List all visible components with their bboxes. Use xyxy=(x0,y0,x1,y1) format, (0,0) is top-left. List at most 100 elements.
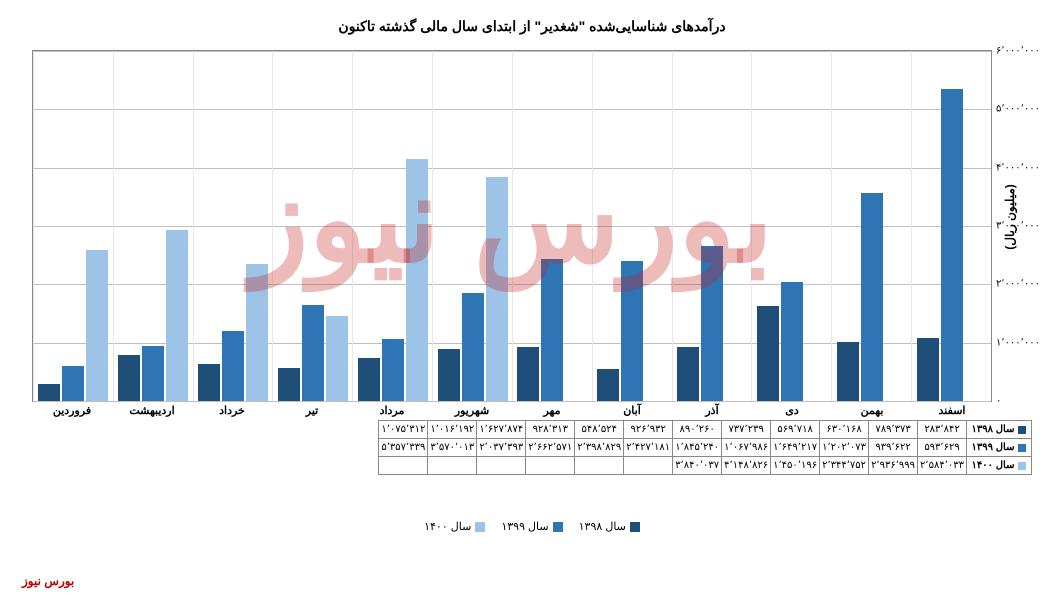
table-cell: ۳٬۸۴۰٬۰۳۷ xyxy=(673,457,722,475)
legend-item: سال ۱۳۹۸ xyxy=(579,520,640,533)
x-axis-label: اسفند xyxy=(912,400,992,421)
month-group xyxy=(113,51,193,401)
bar xyxy=(358,358,380,401)
bar xyxy=(917,338,939,401)
month-group xyxy=(352,51,432,401)
legend-label: سال ۱۳۹۸ xyxy=(579,520,626,533)
swatch-icon xyxy=(1018,444,1026,452)
month-group xyxy=(831,51,911,401)
table-cell: ۸۹۰٬۲۶۰ xyxy=(673,421,722,439)
y-tick-label: ۰ xyxy=(996,396,1046,407)
series-name: سال ۱۳۹۹ xyxy=(972,442,1015,453)
legend-swatch-icon xyxy=(553,522,563,532)
y-axis-label: (میلیون ریال) xyxy=(1002,184,1016,250)
swatch-icon xyxy=(1018,426,1026,434)
bar xyxy=(941,89,963,402)
legend-swatch-icon xyxy=(630,522,640,532)
row-header: سال ۱۴۰۰ xyxy=(967,457,1032,475)
x-axis-label: دی xyxy=(752,400,832,421)
table-cell xyxy=(526,457,575,475)
footer-brand: بورس نیوز xyxy=(22,574,74,588)
bar xyxy=(861,193,883,401)
bar xyxy=(757,306,779,401)
table-row: سال ۱۴۰۰۲٬۵۸۴٬۰۳۳۲٬۹۳۶٬۹۹۹۲٬۳۴۴٬۷۵۲۱٬۴۵۰… xyxy=(379,457,1032,475)
table-cell: ۹۲۶٬۹۳۲ xyxy=(624,421,673,439)
legend-label: سال ۱۴۰۰ xyxy=(424,520,471,533)
month-group xyxy=(751,51,831,401)
x-axis-label: خرداد xyxy=(192,400,272,421)
table-cell: ۱٬۰۱۶٬۱۹۲ xyxy=(428,421,477,439)
bar xyxy=(382,339,404,401)
month-group xyxy=(592,51,672,401)
month-group xyxy=(672,51,752,401)
y-tick-label: ۳٬۰۰۰٬۰۰۰ xyxy=(996,221,1046,232)
y-tick-label: ۱٬۰۰۰٬۰۰۰ xyxy=(996,337,1046,348)
table-cell: ۷۳۷٬۲۳۹ xyxy=(722,421,771,439)
x-axis-labels: فروردیناردیبهشتخردادتیرمردادشهریورمهرآبا… xyxy=(32,400,992,421)
month-group xyxy=(193,51,273,401)
table-cell: ۲٬۶۶۲٬۵۷۱ xyxy=(526,439,575,457)
table-cell: ۱٬۶۴۹٬۲۱۷ xyxy=(771,439,820,457)
table-cell xyxy=(477,457,526,475)
bar xyxy=(62,366,84,401)
table-cell: ۲٬۰۳۷٬۳۹۳ xyxy=(477,439,526,457)
month-group xyxy=(272,51,352,401)
bar xyxy=(278,368,300,401)
table-cell: ۹۲۸٬۳۱۳ xyxy=(526,421,575,439)
row-header: سال ۱۳۹۹ xyxy=(967,439,1032,457)
table-cell: ۵۶۹٬۷۱۸ xyxy=(771,421,820,439)
table-cell: ۲٬۳۹۸٬۸۲۹ xyxy=(575,439,624,457)
x-axis-label: اردیبهشت xyxy=(112,400,192,421)
table-cell xyxy=(428,457,477,475)
table-cell: ۱٬۴۵۰٬۱۹۶ xyxy=(771,457,820,475)
x-axis-label: فروردین xyxy=(32,400,112,421)
data-table: سال ۱۳۹۸۲۸۳٬۸۴۲۷۸۹٬۳۷۳۶۳۰٬۱۶۸۵۶۹٬۷۱۸۷۳۷٬… xyxy=(378,420,1032,475)
bar xyxy=(406,159,428,401)
table-cell: ۷۸۹٬۳۷۳ xyxy=(869,421,918,439)
bar xyxy=(438,349,460,401)
legend-label: سال ۱۳۹۹ xyxy=(501,520,548,533)
table-cell: ۳٬۵۷۰٬۰۱۳ xyxy=(428,439,477,457)
table-cell: ۹۳۹٬۶۲۲ xyxy=(869,439,918,457)
table-cell xyxy=(624,457,673,475)
table-cell: ۱٬۰۷۵٬۳۱۲ xyxy=(379,421,428,439)
table-cell: ۲٬۴۲۷٬۱۸۱ xyxy=(624,439,673,457)
plot-area: ۰۱٬۰۰۰٬۰۰۰۲٬۰۰۰٬۰۰۰۳٬۰۰۰٬۰۰۰۴٬۰۰۰٬۰۰۰۵٬۰… xyxy=(32,50,992,402)
bar xyxy=(621,261,643,401)
table-cell: ۲۸۳٬۸۴۲ xyxy=(918,421,967,439)
swatch-icon xyxy=(1018,462,1026,470)
chart-title: درآمدهای شناسایی‌شده "شغدیر" از ابتدای س… xyxy=(12,10,1052,47)
table-cell xyxy=(575,457,624,475)
x-axis-label: مهر xyxy=(512,400,592,421)
bar xyxy=(198,364,220,401)
bar xyxy=(222,331,244,401)
x-axis-label: شهریور xyxy=(432,400,512,421)
bar xyxy=(326,316,348,401)
x-axis-label: مرداد xyxy=(352,400,432,421)
table-cell: ۱٬۰۶۷٬۹۸۶ xyxy=(722,439,771,457)
bar xyxy=(837,342,859,401)
table-cell: ۵۹۳٬۶۲۹ xyxy=(918,439,967,457)
table-cell xyxy=(379,457,428,475)
table-row: سال ۱۳۹۸۲۸۳٬۸۴۲۷۸۹٬۳۷۳۶۳۰٬۱۶۸۵۶۹٬۷۱۸۷۳۷٬… xyxy=(379,421,1032,439)
bar xyxy=(246,264,268,401)
bar xyxy=(118,355,140,401)
table-cell: ۲٬۵۸۴٬۰۳۳ xyxy=(918,457,967,475)
table-cell: ۵٬۳۵۷٬۳۳۹ xyxy=(379,439,428,457)
bar xyxy=(597,369,619,401)
table-cell: ۵۴۸٬۵۲۴ xyxy=(575,421,624,439)
table-cell: ۱٬۸۴۵٬۲۴۰ xyxy=(673,439,722,457)
legend-item: سال ۱۳۹۹ xyxy=(501,520,562,533)
bar xyxy=(517,347,539,401)
table-cell: ۶۳۰٬۱۶۸ xyxy=(820,421,869,439)
month-group xyxy=(33,51,113,401)
y-tick-label: ۴٬۰۰۰٬۰۰۰ xyxy=(996,162,1046,173)
x-axis-label: بهمن xyxy=(832,400,912,421)
chart-container: درآمدهای شناسایی‌شده "شغدیر" از ابتدای س… xyxy=(12,10,1052,590)
y-tick-label: ۵٬۰۰۰٬۰۰۰ xyxy=(996,104,1046,115)
bar xyxy=(677,347,699,401)
bar xyxy=(462,293,484,401)
table-cell: ۴٬۱۴۸٬۸۲۶ xyxy=(722,457,771,475)
x-axis-label: آذر xyxy=(672,400,752,421)
table-cell: ۲٬۹۳۶٬۹۹۹ xyxy=(869,457,918,475)
